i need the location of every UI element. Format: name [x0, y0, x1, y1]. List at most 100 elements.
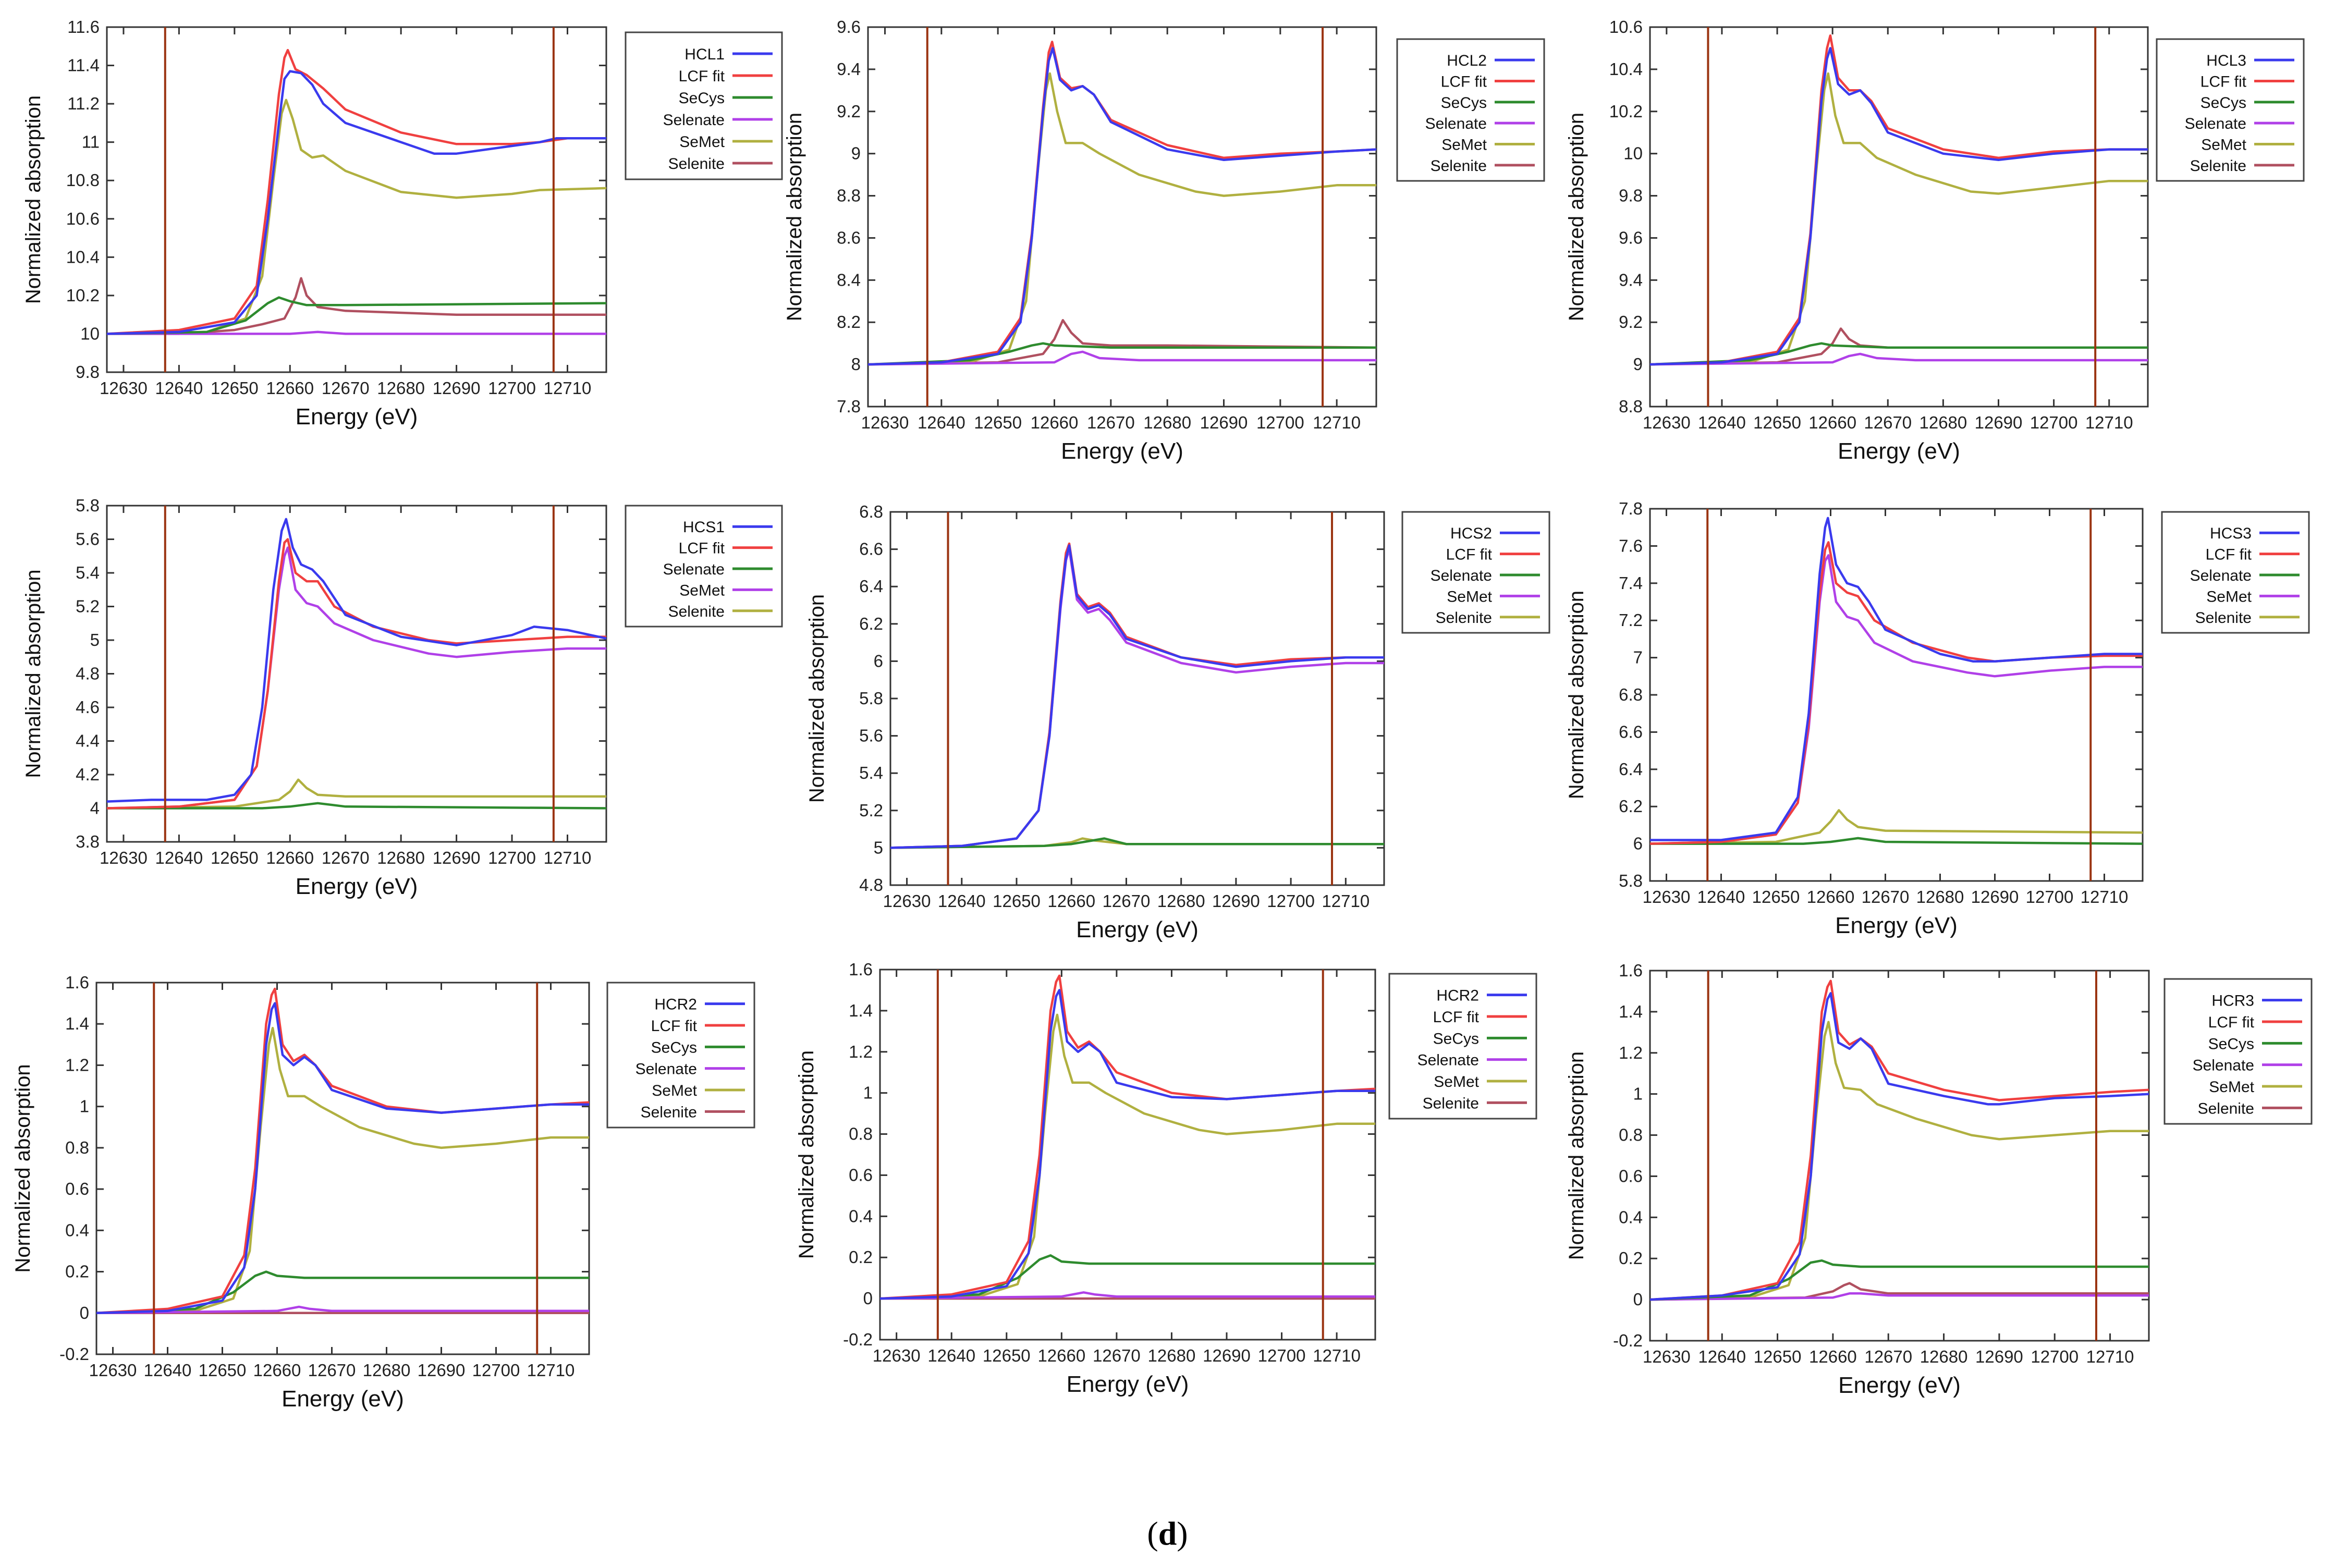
- y-axis-label: Normalized absorption: [22, 569, 45, 778]
- x-tick-label: 12640: [155, 378, 203, 398]
- series-line-selenite: [107, 778, 606, 810]
- y-tick-label: 4.8: [859, 875, 883, 895]
- y-tick-label: 1: [863, 1083, 873, 1102]
- y-tick-label: 0.8: [1619, 1125, 1643, 1145]
- x-tick-label: 12690: [1975, 413, 2023, 432]
- x-tick-label: 12710: [1313, 1346, 1361, 1365]
- legend-label: SeCys: [651, 1039, 697, 1056]
- x-tick-label: 12690: [1203, 1346, 1251, 1365]
- x-tick-label: 12640: [144, 1361, 192, 1380]
- x-axis-label: Energy (eV): [296, 404, 418, 430]
- y-tick-label: 0.6: [849, 1165, 873, 1184]
- legend-label: SeMet: [1447, 588, 1492, 605]
- x-tick-label: 12690: [433, 848, 481, 867]
- legend: HCR2 LCF fit SeCys Selenate SeMet Selenite: [606, 982, 755, 1129]
- legend-label: Selenite: [668, 603, 725, 620]
- series-line-hcs1: [107, 518, 606, 803]
- legend-label: HCS3: [2210, 525, 2252, 542]
- x-axis-label: Energy (eV): [1838, 1373, 1961, 1398]
- y-tick-label: 10: [80, 324, 100, 343]
- legend-label: LCF fit: [2200, 74, 2247, 91]
- series-line-secys: [868, 342, 1376, 366]
- x-tick-label: 12630: [89, 1361, 137, 1380]
- y-tick-label: 9: [1633, 354, 1643, 374]
- x-tick-label: 12650: [974, 413, 1022, 432]
- x-tick-label: 12630: [100, 378, 148, 398]
- x-tick-label: 12710: [1313, 413, 1361, 432]
- plot-frame: [106, 26, 607, 373]
- y-tick-label: 7.2: [1619, 610, 1643, 630]
- x-tick-label: 12650: [1752, 887, 1800, 906]
- series-line-secys: [96, 1270, 589, 1315]
- x-tick-label: 12650: [199, 1361, 247, 1380]
- plot-frame: [1649, 508, 2144, 882]
- series-line-hcl1: [107, 70, 606, 335]
- y-tick-label: 4: [90, 799, 100, 818]
- x-tick-label: 12660: [266, 848, 314, 867]
- y-tick-label: 1.2: [65, 1055, 89, 1074]
- x-tick-label: 12670: [1093, 1346, 1141, 1365]
- series-group: [107, 48, 606, 335]
- series-line-selenate: [868, 350, 1376, 366]
- y-tick-label: 7.8: [837, 397, 861, 416]
- legend-label: SeCys: [1433, 1030, 1479, 1047]
- legend-box: [1388, 973, 1537, 1120]
- y-tick-label: 10: [1623, 144, 1643, 163]
- x-tick-label: 12710: [2086, 1347, 2134, 1366]
- legend-label: Selenite: [2195, 609, 2252, 627]
- legend-label: HCR3: [2211, 993, 2254, 1010]
- series-line-hcl2: [868, 47, 1376, 366]
- legend-box: [2163, 978, 2313, 1125]
- y-tick-label: 6.4: [1619, 760, 1643, 779]
- y-tick-label: 5.6: [76, 530, 100, 549]
- x-tick-label: 12670: [1864, 1347, 1912, 1366]
- y-tick-label: 6.2: [859, 614, 883, 633]
- y-tick-label: 1.6: [1619, 961, 1643, 980]
- y-tick-label: 10.6: [66, 209, 100, 228]
- legend-label: HCL1: [684, 46, 725, 63]
- x-tick-label: 12660: [1807, 887, 1855, 906]
- legend-label: LCF fit: [679, 540, 725, 557]
- y-tick-label: 5.2: [859, 801, 883, 820]
- x-tick-label: 12710: [544, 378, 592, 398]
- x-tick-label: 12670: [322, 378, 370, 398]
- y-tick-label: 0.8: [849, 1124, 873, 1144]
- series-line-selenate: [890, 837, 1384, 849]
- y-tick-label: 6.6: [859, 540, 883, 559]
- series-line-selenite: [1650, 809, 2143, 845]
- x-tick-label: 12700: [1256, 413, 1304, 432]
- y-tick-label: 6.6: [1619, 722, 1643, 741]
- y-tick-label: -0.2: [1613, 1331, 1643, 1350]
- y-tick-label: -0.2: [59, 1344, 89, 1364]
- x-tick-label: 12700: [488, 378, 536, 398]
- x-tick-label: 12670: [322, 848, 370, 867]
- chart-panel-2: 7.8 8 8.2 8.4 8.6 8.8 9 9.2 9.4 9.6 12630 12640 1265…: [783, 17, 1545, 464]
- x-tick-label: 12640: [1698, 1347, 1746, 1366]
- y-tick-label: 0.6: [1619, 1166, 1643, 1185]
- x-tick-label: 12680: [1143, 413, 1191, 432]
- y-tick-label: 0.4: [65, 1220, 89, 1240]
- x-axis-label: Energy (eV): [282, 1386, 404, 1412]
- plot-frame: [95, 982, 590, 1355]
- y-tick-label: 1.4: [1619, 1002, 1643, 1021]
- legend-label: Selenite: [2198, 1100, 2254, 1117]
- y-tick-label: 5.8: [1619, 871, 1643, 890]
- y-tick-label: 6.8: [1619, 685, 1643, 704]
- legend-label: Selenate: [663, 112, 725, 129]
- legend-label: SeMet: [2209, 1079, 2254, 1096]
- plot-frame: [879, 969, 1376, 1341]
- x-tick-label: 12700: [488, 848, 536, 867]
- x-tick-label: 12700: [2030, 413, 2078, 432]
- y-tick-label: 1.6: [849, 960, 873, 979]
- y-tick-label: 6.4: [859, 577, 883, 596]
- series-line-selenate: [96, 1305, 589, 1315]
- y-tick-label: 1.4: [65, 1014, 89, 1033]
- y-tick-label: 6.8: [859, 502, 883, 521]
- series-group: [1650, 517, 2143, 845]
- legend-label: LCF fit: [2206, 546, 2252, 564]
- legend-label: SeMet: [679, 582, 725, 599]
- y-tick-label: 11: [82, 132, 100, 152]
- y-tick-label: 10.8: [66, 170, 100, 190]
- legend-label: SeMet: [1441, 137, 1487, 154]
